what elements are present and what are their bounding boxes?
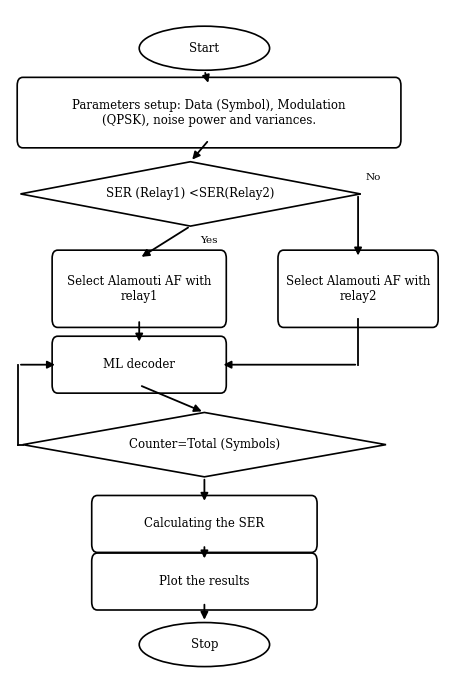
FancyBboxPatch shape [278,250,438,327]
FancyBboxPatch shape [52,250,226,327]
Ellipse shape [139,622,270,667]
Text: Yes: Yes [200,236,217,246]
Text: Counter=Total (Symbols): Counter=Total (Symbols) [129,438,280,451]
FancyBboxPatch shape [52,336,226,393]
Text: Select Alamouti AF with
relay2: Select Alamouti AF with relay2 [286,275,430,303]
Text: Calculating the SER: Calculating the SER [144,517,264,530]
FancyBboxPatch shape [91,553,317,610]
Text: Stop: Stop [191,638,218,651]
FancyBboxPatch shape [91,495,317,552]
Ellipse shape [139,26,270,70]
Text: SER (Relay1) <SER(Relay2): SER (Relay1) <SER(Relay2) [106,187,274,200]
Polygon shape [20,162,360,226]
Text: No: No [365,173,381,182]
Text: Plot the results: Plot the results [159,575,250,588]
Polygon shape [23,412,386,477]
FancyBboxPatch shape [17,78,401,147]
Text: ML decoder: ML decoder [103,358,175,371]
Text: Select Alamouti AF with
relay1: Select Alamouti AF with relay1 [67,275,211,303]
Text: Parameters setup: Data (Symbol), Modulation
(QPSK), noise power and variances.: Parameters setup: Data (Symbol), Modulat… [73,99,346,127]
Text: Start: Start [190,42,219,55]
